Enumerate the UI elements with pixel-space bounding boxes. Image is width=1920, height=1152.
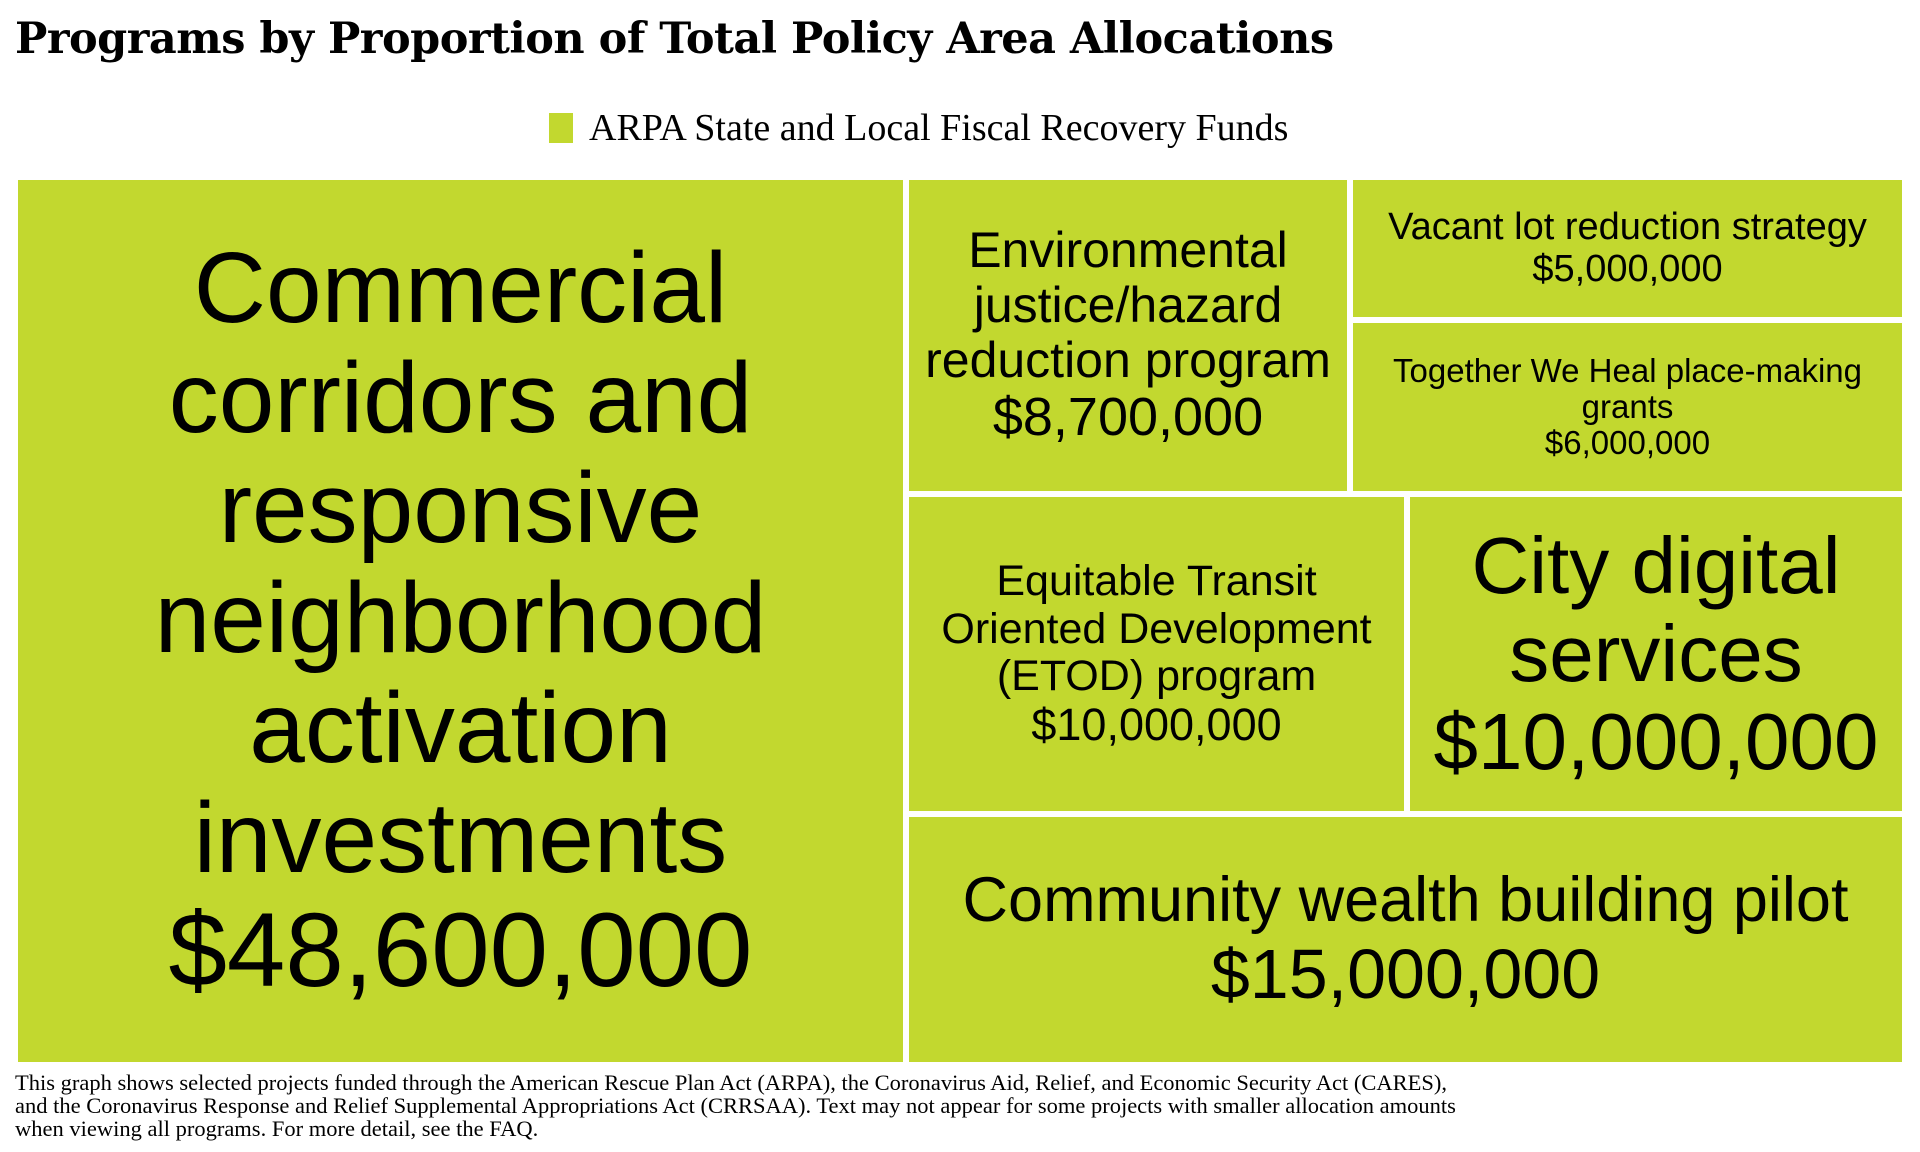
tile-label: Community wealth building pilot [962,865,1849,936]
legend-swatch [549,113,573,143]
tile-value: $10,000,000 [1031,699,1282,751]
treemap-tile-community-wealth[interactable]: Community wealth building pilot $15,000,0… [906,814,1905,1065]
treemap-tile-vacant-lot[interactable]: Vacant lot reduction strategy $5,000,000 [1350,177,1905,320]
legend-label: ARPA State and Local Fiscal Recovery Fun… [589,107,1289,149]
tile-label: Equitable Transit Oriented Development (… [941,557,1372,700]
tile-value: $6,000,000 [1544,424,1711,462]
tile-label: Commercial corridors and responsive neig… [154,232,767,895]
footnote: This graph shows selected projects funde… [15,1070,1456,1141]
treemap-tile-environmental-justice[interactable]: Environmental justice/hazard reduction p… [906,177,1350,494]
tile-label: Environmental justice/hazard reduction p… [925,222,1331,389]
tile-value: $48,600,000 [168,892,753,1010]
treemap-tile-city-digital[interactable]: City digital services $10,000,000 [1407,494,1905,814]
chart-title: Programs by Proportion of Total Policy A… [15,14,1334,64]
tile-value: $10,000,000 [1433,697,1879,786]
treemap-tile-commercial-corridors[interactable]: Commercial corridors and responsive neig… [15,177,906,1065]
tile-value: $8,700,000 [992,387,1264,448]
tile-value: $5,000,000 [1532,247,1723,290]
tile-value: $15,000,000 [1210,934,1601,1013]
tile-label: Vacant lot reduction strategy [1388,205,1867,248]
tile-label: City digital services [1471,521,1841,698]
treemap-tile-etod[interactable]: Equitable Transit Oriented Development (… [906,494,1407,814]
treemap-tile-together-we-heal[interactable]: Together We Heal place-making grants $6,0… [1350,320,1905,494]
legend[interactable]: ARPA State and Local Fiscal Recovery Fun… [549,106,1288,150]
tile-label: Together We Heal place-making grants [1393,351,1862,425]
